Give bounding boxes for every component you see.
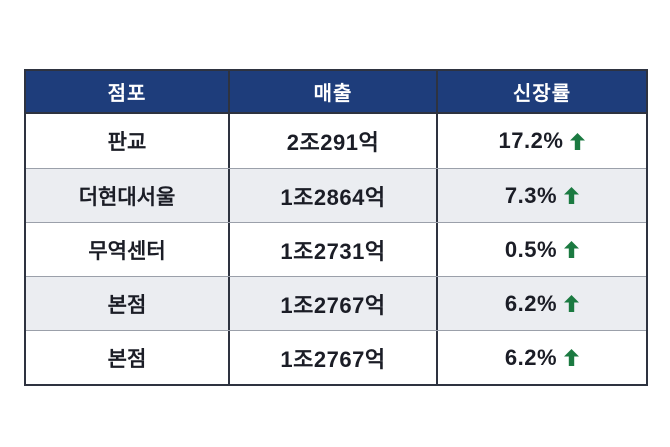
sales-cell: 1조2864억 [228, 169, 436, 222]
growth-cell: 0.5% [436, 223, 646, 276]
up-arrow-icon [564, 241, 580, 258]
column-header-growth: 신장률 [436, 71, 646, 112]
growth-cell: 6.2% [436, 331, 646, 384]
up-arrow-icon [570, 132, 586, 150]
sales-cell: 1조2731억 [228, 223, 436, 276]
growth-cell: 6.2% [436, 277, 646, 330]
growth-value: 6.2% [504, 290, 558, 316]
growth-value: 0.5% [504, 236, 558, 262]
store-cell: 더현대서울 [78, 185, 176, 209]
sales-table: 점포 매출 신장률 판교 2조291억 17.2% 더현대서울 1조2864억 … [24, 69, 648, 386]
table-row: 무역센터 1조2731억 0.5% [26, 222, 646, 276]
sales-cell: 1조2767억 [228, 331, 436, 384]
growth-value: 7.3% [504, 182, 558, 208]
growth-cell: 17.2% [436, 114, 646, 168]
up-arrow-icon [564, 349, 580, 366]
store-cell: 본점 [107, 293, 147, 317]
growth-value: 17.2% [498, 128, 564, 153]
store-cell: 판교 [107, 131, 147, 154]
up-arrow-icon [564, 295, 580, 312]
column-header-store: 점포 [107, 83, 147, 105]
store-cell: 무역센터 [88, 239, 166, 263]
table-header-row: 점포 매출 신장률 [26, 71, 646, 114]
up-arrow-icon [564, 187, 580, 204]
table-row: 본점 1조2767억 6.2% [26, 276, 646, 330]
sales-cell: 2조291억 [228, 114, 436, 168]
column-header-sales: 매출 [228, 71, 436, 112]
store-cell: 본점 [107, 347, 147, 371]
growth-cell: 7.3% [436, 169, 646, 222]
table-row: 판교 2조291억 17.2% [26, 114, 646, 168]
table-row: 본점 1조2767억 6.2% [26, 330, 646, 384]
growth-value: 6.2% [504, 344, 558, 370]
sales-cell: 1조2767억 [228, 277, 436, 330]
table-row: 더현대서울 1조2864억 7.3% [26, 168, 646, 222]
